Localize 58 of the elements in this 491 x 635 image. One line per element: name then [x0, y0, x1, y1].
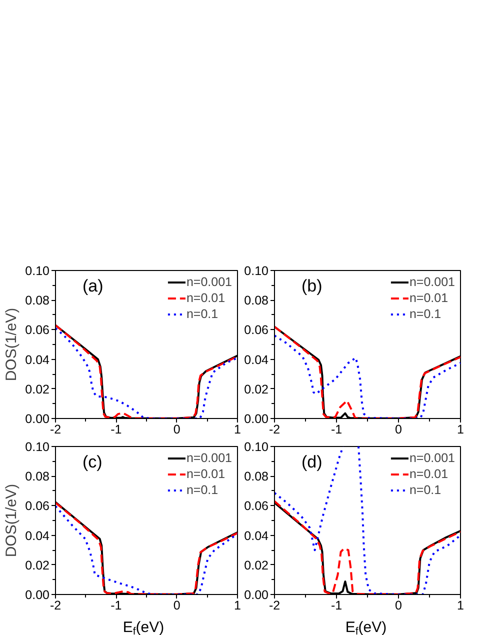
x-tick-label: 0	[395, 598, 402, 612]
x-tick-label: 0	[395, 422, 402, 436]
y-tick-label: 0.00	[25, 588, 50, 602]
x-tick-label: 1	[234, 598, 242, 612]
legend-label: n=0.001	[409, 451, 455, 465]
x-tick-label: -2	[50, 598, 62, 612]
y-tick-label: 0.04	[25, 352, 50, 367]
y-tick-label: 0.00	[244, 588, 269, 602]
annotation: (b)	[302, 276, 322, 296]
y-tick-label: 0.02	[25, 558, 50, 572]
y-tick-label: 0.00	[25, 412, 50, 426]
annotation: (a)	[82, 276, 104, 296]
y-tick-label: 0.02	[244, 558, 269, 572]
x-tick-label: 0	[173, 422, 180, 436]
y-tick-label: 0.08	[25, 294, 50, 308]
y-tick-label: 0.02	[244, 382, 269, 396]
x-tick-label: -2	[268, 422, 280, 436]
x-tick-label: 1	[457, 422, 464, 436]
x-tick-label: -1	[110, 422, 122, 436]
y-tick-label: 0.08	[244, 294, 269, 308]
y-tick-label: 0.06	[25, 323, 50, 338]
y-axis-title: DOS(1/eV)	[3, 308, 20, 382]
x-tick-label: 1	[234, 422, 242, 436]
legend-label: n=0.01	[409, 291, 448, 305]
legend-label: n=0.1	[186, 307, 218, 321]
legend-label: n=0.1	[186, 483, 218, 497]
x-tick-label: -2	[50, 422, 62, 436]
y-tick-label: 0.10	[244, 264, 269, 278]
legend-label: n=0.1	[409, 483, 442, 497]
y-tick-label: 0.10	[25, 264, 50, 278]
y-tick-label: 0.04	[25, 528, 50, 543]
legend-label: n=0.001	[186, 451, 232, 465]
x-tick-label: -1	[330, 598, 342, 612]
y-tick-label: 0.06	[25, 499, 50, 514]
y-tick-label: 0.10	[244, 440, 269, 454]
y-tick-label: 0.04	[244, 352, 269, 367]
legend-label: n=0.001	[409, 275, 455, 289]
y-tick-label: 0.02	[25, 382, 50, 396]
annotation: (d)	[302, 452, 322, 472]
y-tick-label: 0.04	[244, 528, 269, 543]
y-axis-title: DOS(1/eV)	[3, 484, 20, 558]
annotation: (c)	[82, 452, 102, 472]
legend-label: n=0.01	[186, 291, 226, 305]
legend-label: n=0.1	[409, 307, 442, 321]
y-tick-label: 0.08	[25, 470, 50, 484]
y-tick-label: 0.00	[244, 412, 269, 426]
legend-label: n=0.001	[186, 275, 232, 289]
x-tick-label: -2	[268, 598, 280, 612]
x-tick-label: -1	[330, 422, 342, 436]
y-tick-label: 0.10	[25, 440, 50, 454]
legend-label: n=0.01	[186, 467, 226, 481]
x-tick-label: 0	[173, 598, 180, 612]
x-tick-label: 1	[457, 598, 464, 612]
y-tick-label: 0.08	[244, 470, 269, 484]
x-tick-label: -1	[110, 598, 122, 612]
y-tick-label: 0.06	[244, 499, 269, 514]
legend-label: n=0.01	[409, 467, 448, 481]
y-tick-label: 0.06	[244, 323, 269, 338]
